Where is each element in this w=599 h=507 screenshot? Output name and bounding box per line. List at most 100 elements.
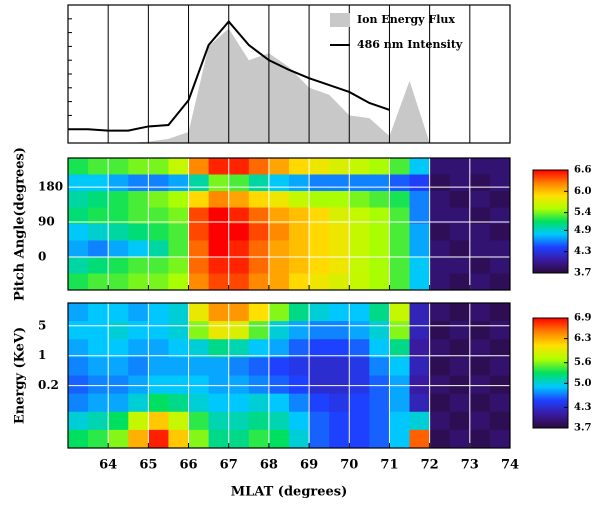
heatmap-cell xyxy=(148,273,169,291)
heatmap-cell xyxy=(128,357,149,376)
heatmap-cell xyxy=(349,411,370,431)
heatmap-cell xyxy=(228,191,250,208)
heatmap-cell xyxy=(389,393,411,413)
heatmap-cell xyxy=(369,321,390,340)
heatmap-cell xyxy=(409,158,431,175)
heatmap-cell xyxy=(208,303,230,322)
heatmap-cell xyxy=(429,273,451,291)
heatmap-cell xyxy=(68,207,89,225)
heatmap-cell xyxy=(68,224,89,241)
heatmap-cell xyxy=(429,393,451,413)
x-tick-label: 74 xyxy=(501,458,519,473)
heatmap-cell xyxy=(389,375,411,395)
colorbar-label: 5.0 xyxy=(574,378,591,389)
heatmap-cell xyxy=(409,357,431,376)
heatmap-cell xyxy=(248,174,270,192)
heatmap-cell xyxy=(309,339,330,358)
heatmap-cell xyxy=(289,339,310,358)
heatmap-cell xyxy=(449,174,471,192)
heatmap-cell xyxy=(449,158,471,175)
heatmap-cell xyxy=(489,375,511,395)
heatmap-cell xyxy=(409,257,431,274)
heatmap-cell xyxy=(489,429,511,449)
heatmap-cell xyxy=(389,257,411,274)
heatmap-cell xyxy=(148,191,169,208)
heatmap-cell xyxy=(208,321,230,340)
heatmap-cell xyxy=(208,158,230,175)
heatmap-cell xyxy=(68,321,89,340)
heatmap-cell xyxy=(289,240,310,258)
x-axis-label: MLAT (degrees) xyxy=(231,485,348,500)
heatmap-cell xyxy=(148,224,169,241)
heatmap-cell xyxy=(409,273,431,291)
heatmap-cell xyxy=(88,273,109,291)
heatmap-cell xyxy=(188,207,210,225)
heatmap-cell xyxy=(128,257,149,274)
heatmap-cell xyxy=(88,393,109,413)
y-tick-label: 5 xyxy=(38,318,46,332)
colorbar-label: 6.3 xyxy=(574,333,591,344)
heatmap-cell xyxy=(88,321,109,340)
heatmap-cell xyxy=(289,158,310,175)
heatmap-cell xyxy=(389,207,411,225)
heatmap-cell xyxy=(389,303,411,322)
heatmap-cell xyxy=(429,224,451,241)
heatmap-cell xyxy=(248,240,270,258)
heatmap-cell xyxy=(248,411,270,431)
heatmap-cell xyxy=(108,273,129,291)
heatmap-cell xyxy=(369,257,390,274)
heatmap-cell xyxy=(228,240,250,258)
heatmap-cell xyxy=(168,303,190,322)
heatmap-cell xyxy=(188,257,210,274)
heatmap-cell xyxy=(228,207,250,225)
heatmap-cell xyxy=(409,207,431,225)
heatmap-cell xyxy=(188,357,210,376)
heatmap-cell xyxy=(309,393,330,413)
heatmap-cell xyxy=(108,174,129,192)
heatmap-cell xyxy=(309,429,330,449)
heatmap-cell xyxy=(469,375,491,395)
heatmap-cell xyxy=(188,303,210,322)
heatmap-cell xyxy=(248,207,270,225)
heatmap-cell xyxy=(369,303,390,322)
y-tick-label: 90 xyxy=(38,215,55,229)
heatmap-cell xyxy=(309,257,330,274)
heatmap-cell xyxy=(108,240,129,258)
heatmap-cell xyxy=(429,191,451,208)
heatmap-cell xyxy=(289,393,310,413)
heatmap-cell xyxy=(88,429,109,449)
heatmap-cell xyxy=(128,339,149,358)
heatmap-cell xyxy=(489,174,511,192)
heatmap-cell xyxy=(88,411,109,431)
heatmap-cell xyxy=(449,207,471,225)
heatmap-cell xyxy=(469,207,491,225)
heatmap-cell xyxy=(68,357,89,376)
heatmap-cell xyxy=(228,224,250,241)
heatmap-cell xyxy=(228,257,250,274)
heatmap-cell xyxy=(289,375,310,395)
heatmap-cell xyxy=(68,411,89,431)
colorbar-label: 4.3 xyxy=(574,402,591,413)
heatmap-cell xyxy=(188,393,210,413)
heatmap-cell xyxy=(208,207,230,225)
heatmap-cell xyxy=(489,339,511,358)
heatmap-cell xyxy=(128,393,149,413)
heatmap-cell xyxy=(88,224,109,241)
heatmap-cell xyxy=(469,257,491,274)
plot-frame xyxy=(67,4,511,144)
heatmap-cell xyxy=(88,339,109,358)
heatmap-cell xyxy=(148,240,169,258)
heatmap-cell xyxy=(128,224,149,241)
heatmap-cell xyxy=(88,375,109,395)
heatmap-cell xyxy=(429,158,451,175)
heatmap-cell xyxy=(68,303,89,322)
heatmap-cell xyxy=(88,240,109,258)
heatmap-cell xyxy=(449,393,471,413)
heatmap-cell xyxy=(429,257,451,274)
heatmap-cell xyxy=(389,191,411,208)
x-tick-label: 65 xyxy=(139,458,157,473)
heatmap-cell xyxy=(349,207,370,225)
heatmap-cell xyxy=(349,224,370,241)
colorbar xyxy=(532,317,569,429)
heatmap-cell xyxy=(208,191,230,208)
